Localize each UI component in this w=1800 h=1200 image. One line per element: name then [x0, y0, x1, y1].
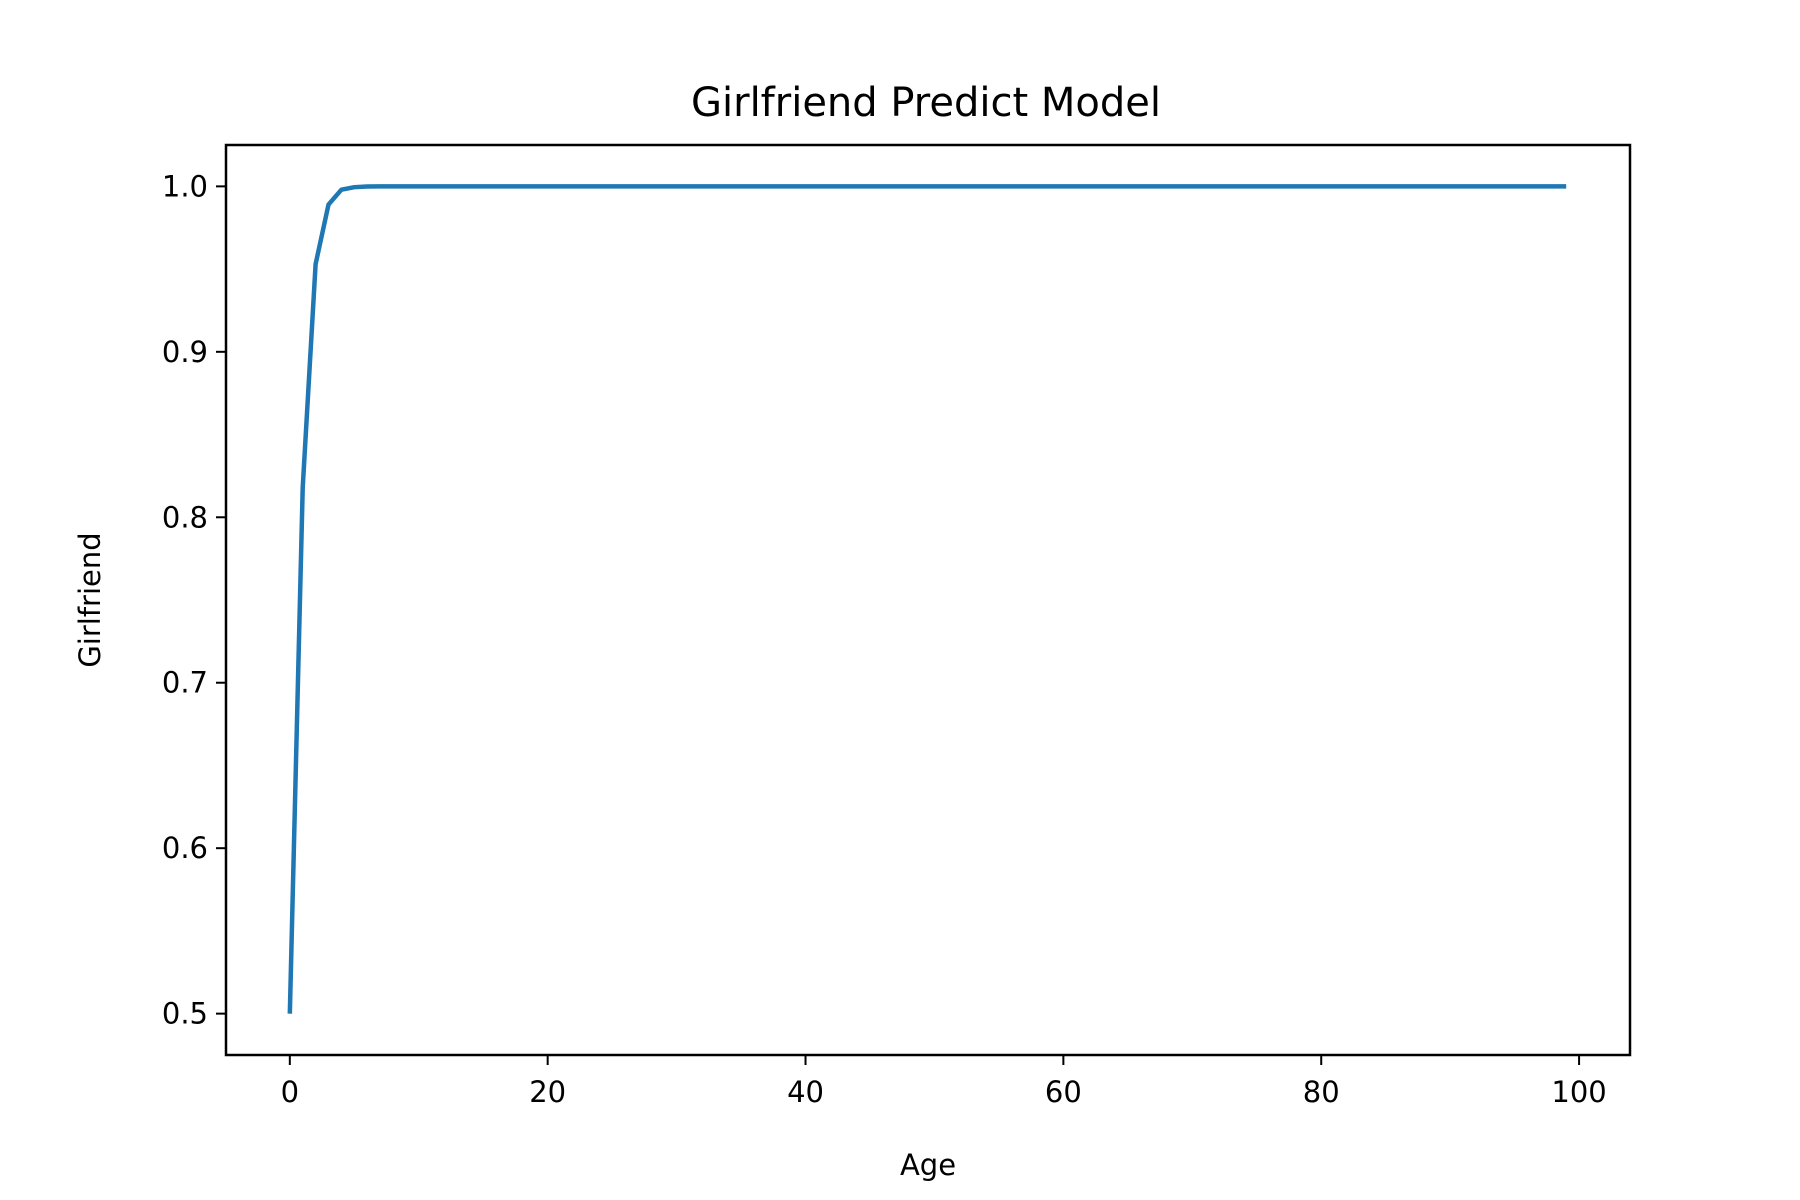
x-tick-label: 40: [787, 1075, 824, 1109]
x-tick-label: 80: [1303, 1075, 1340, 1109]
x-tick-label: 60: [1045, 1075, 1082, 1109]
y-tick-label: 0.7: [162, 666, 208, 700]
y-axis: 0.5 0.6 0.7 0.8 0.9 1.0: [162, 169, 226, 1031]
series-line-girlfriend: [287, 184, 1567, 1014]
y-axis-label: Girlfriend: [73, 532, 107, 667]
plot-area-frame: [224, 143, 1632, 1057]
x-axis: 0 20 40 60 80 100: [281, 1055, 1607, 1109]
x-axis-label: Age: [900, 1148, 956, 1182]
y-tick-label: 0.6: [162, 831, 208, 865]
y-tick-label: 0.5: [162, 997, 208, 1031]
y-tick-label: 1.0: [162, 169, 208, 203]
x-tick-label: 100: [1551, 1075, 1606, 1109]
x-tick-label: 0: [281, 1075, 299, 1109]
x-tick-label: 20: [529, 1075, 566, 1109]
chart-title: Girlfriend Predict Model: [691, 80, 1161, 126]
y-tick-label: 0.9: [162, 335, 208, 369]
y-tick-label: 0.8: [162, 500, 208, 534]
